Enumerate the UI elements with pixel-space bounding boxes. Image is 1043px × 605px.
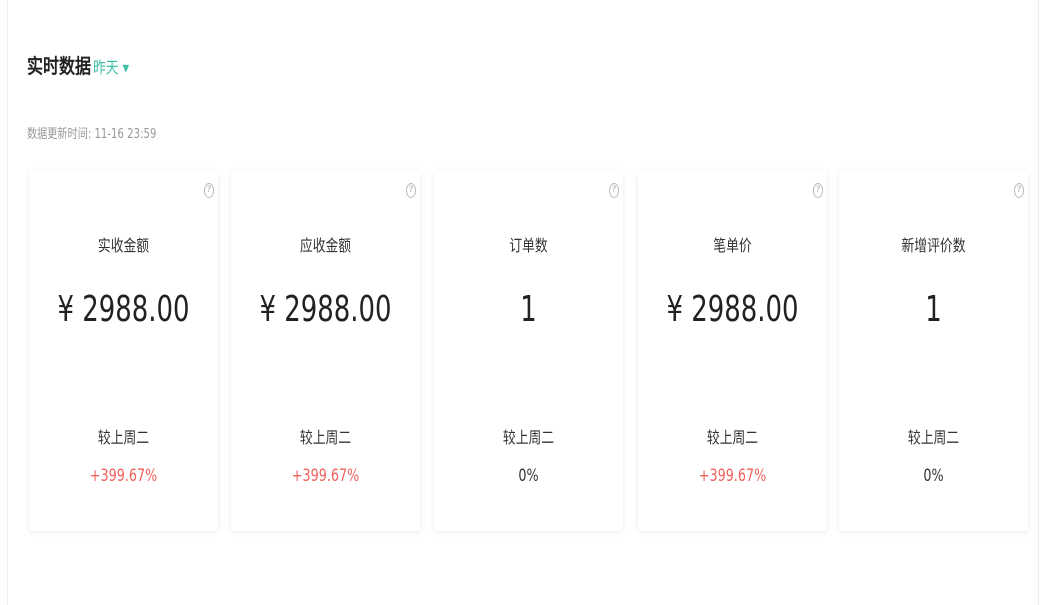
realtime-panel	[7, 0, 1039, 605]
metric-value: 1	[520, 289, 537, 330]
change-percent: 0%	[518, 466, 539, 486]
compare-label: 较上周二	[502, 428, 555, 447]
metric-label: 实收金额	[97, 236, 150, 255]
change-percent: +399.67%	[89, 466, 158, 486]
help-icon[interactable]: ?	[813, 183, 823, 198]
compare-label: 较上周二	[299, 428, 352, 447]
change-percent: +399.67%	[698, 466, 767, 486]
help-icon[interactable]: ?	[609, 183, 619, 198]
metric-card: ? 笔单价 ¥ 2988.00 较上周二 +399.67%	[638, 171, 827, 531]
help-icon[interactable]: ?	[1014, 183, 1024, 198]
change-percent: 0%	[923, 466, 944, 486]
metric-card: ? 实收金额 ¥ 2988.00 较上周二 +399.67%	[29, 171, 218, 531]
compare-label: 较上周二	[907, 428, 960, 447]
page-title: 实时数据	[27, 54, 91, 78]
metric-card: ? 新增评价数 1 较上周二 0%	[839, 171, 1028, 531]
help-icon[interactable]: ?	[406, 183, 416, 198]
metric-value: ¥ 2988.00	[259, 289, 392, 330]
metric-label: 笔单价	[713, 236, 752, 255]
metric-label: 应收金额	[299, 236, 352, 255]
compare-label: 较上周二	[706, 428, 759, 447]
metric-card: ? 应收金额 ¥ 2988.00 较上周二 +399.67%	[231, 171, 420, 531]
metric-value: 1	[925, 289, 942, 330]
metric-card: ? 订单数 1 较上周二 0%	[434, 171, 623, 531]
change-percent: +399.67%	[291, 466, 360, 486]
date-range-dropdown[interactable]: 昨天 ▾	[93, 58, 130, 77]
update-time: 数据更新时间: 11-16 23:59	[27, 127, 157, 142]
metric-label: 订单数	[509, 236, 548, 255]
metric-value: ¥ 2988.00	[57, 289, 190, 330]
metric-label: 新增评价数	[901, 236, 966, 255]
metric-value: ¥ 2988.00	[666, 289, 799, 330]
compare-label: 较上周二	[97, 428, 150, 447]
help-icon[interactable]: ?	[204, 183, 214, 198]
